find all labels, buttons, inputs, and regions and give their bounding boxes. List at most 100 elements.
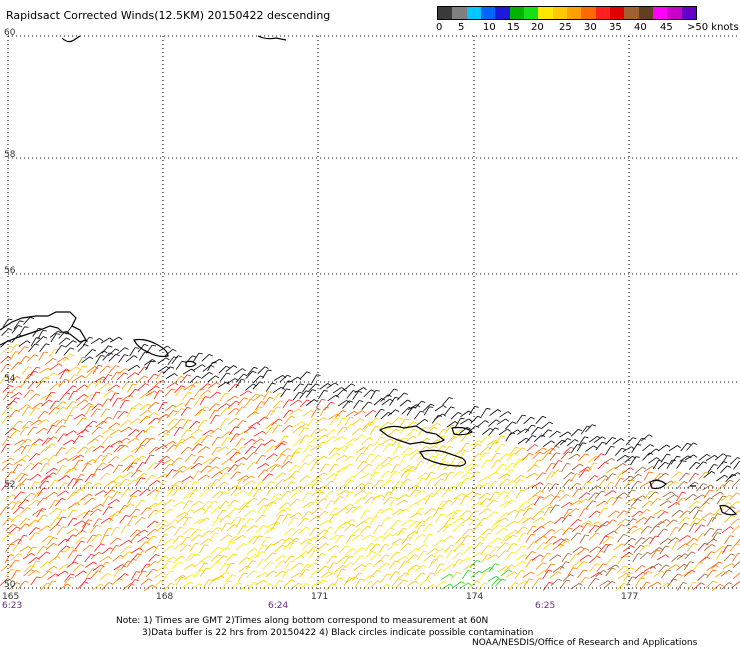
wind-barb [58, 475, 67, 482]
wind-barb [570, 473, 577, 482]
wind-barb [442, 397, 450, 406]
wind-barb-flag [349, 577, 354, 579]
wind-barb-flag [298, 528, 303, 531]
wind-barb [218, 472, 227, 481]
wind-barb [338, 545, 346, 554]
wind-barb-flag [35, 393, 40, 396]
wind-barb-flag [62, 406, 67, 410]
wind-barb [216, 481, 225, 489]
wind-barb-flag [188, 517, 193, 519]
wind-barb [380, 427, 388, 436]
wind-barb-flag [497, 459, 502, 462]
wind-barb [388, 455, 398, 463]
wind-barb-flag [532, 525, 537, 528]
wind-barb-flag [18, 325, 23, 328]
wind-barb [578, 492, 587, 500]
wind-barb-flag [578, 428, 583, 432]
legend-label: 0 [436, 22, 443, 33]
wind-barb-flag [207, 434, 212, 437]
wind-barb [500, 569, 509, 577]
wind-barb [28, 393, 37, 402]
wind-barb [514, 570, 522, 579]
wind-barb [299, 569, 306, 578]
wind-barb-flag [206, 474, 210, 478]
wind-barb-flag [186, 374, 192, 377]
wind-barb-flag [108, 453, 113, 455]
wind-barb [208, 382, 217, 389]
wind-barb-flag [568, 527, 573, 530]
wind-barb [104, 480, 114, 488]
wind-barb-flag [71, 546, 75, 550]
wind-barb-flag [515, 530, 520, 534]
wind-barb [62, 354, 71, 362]
wind-barb [373, 398, 382, 406]
legend-label: 35 [609, 22, 622, 33]
wind-barb [459, 510, 468, 518]
wind-barb [516, 457, 524, 466]
wind-barb [67, 366, 77, 373]
wind-barb-flag [251, 560, 256, 563]
coast-aleutian-3 [451, 426, 474, 436]
wind-barb [685, 537, 694, 546]
wind-barb-flag [671, 459, 676, 462]
wind-barb-flag [421, 572, 426, 575]
wind-barb [424, 495, 431, 505]
wind-barb [343, 491, 351, 501]
time-label: 6:25 [535, 601, 556, 611]
wind-barb-flag [368, 437, 373, 440]
wind-barb-flag [442, 405, 447, 409]
wind-barb [400, 469, 408, 478]
wind-barb-flag [265, 463, 270, 467]
wind-barb-flag [318, 445, 322, 449]
wind-barb-flag [624, 565, 629, 568]
wind-barb [406, 406, 413, 416]
wind-barb [99, 562, 106, 571]
wind-barb [469, 560, 478, 568]
wind-barb [210, 546, 219, 555]
wind-barb-flag [286, 502, 291, 505]
wind-barb-flag [217, 446, 222, 449]
wind-barb [128, 429, 137, 437]
wind-barb [81, 519, 89, 528]
wind-barb [395, 556, 405, 563]
wind-barb [446, 549, 453, 559]
wind-barb [139, 403, 149, 411]
wind-barb-flag [110, 463, 114, 467]
wind-barb [207, 362, 214, 372]
wind-barb [706, 517, 713, 527]
wind-barb [13, 483, 21, 491]
wind-barb-flag [140, 477, 145, 480]
wind-barb [290, 582, 299, 590]
wind-barb-flag [389, 438, 394, 442]
wind-barb [255, 455, 263, 464]
wind-barb [451, 509, 458, 519]
wind-barb [545, 471, 552, 481]
wind-barb [687, 582, 694, 592]
wind-barb [577, 547, 586, 555]
wind-barb [320, 571, 329, 579]
wind-barb [477, 420, 486, 428]
wind-barb-flag [242, 420, 247, 423]
wind-barb-flag [587, 466, 592, 470]
wind-barb [559, 438, 568, 446]
wind-barb [37, 376, 46, 384]
wind-barb [631, 527, 641, 534]
wind-barb [274, 514, 282, 524]
wind-barb [101, 453, 109, 462]
wind-barb [245, 548, 255, 555]
wind-barb-flag [175, 484, 180, 488]
wind-barb [122, 454, 132, 462]
wind-barb [612, 438, 622, 445]
wind-barb-flag [604, 475, 609, 479]
wind-barb [289, 512, 299, 519]
wind-barb [587, 462, 594, 472]
wind-barb-flag [8, 318, 13, 321]
wind-barb-flag [73, 430, 77, 434]
legend-swatch [681, 7, 696, 19]
wind-barb-flag [316, 570, 321, 573]
wind-barb [327, 394, 337, 402]
wind-barb [49, 330, 59, 338]
wind-barb-flag [534, 464, 539, 468]
wind-barb-flag [658, 563, 663, 567]
wind-barb [157, 555, 165, 564]
